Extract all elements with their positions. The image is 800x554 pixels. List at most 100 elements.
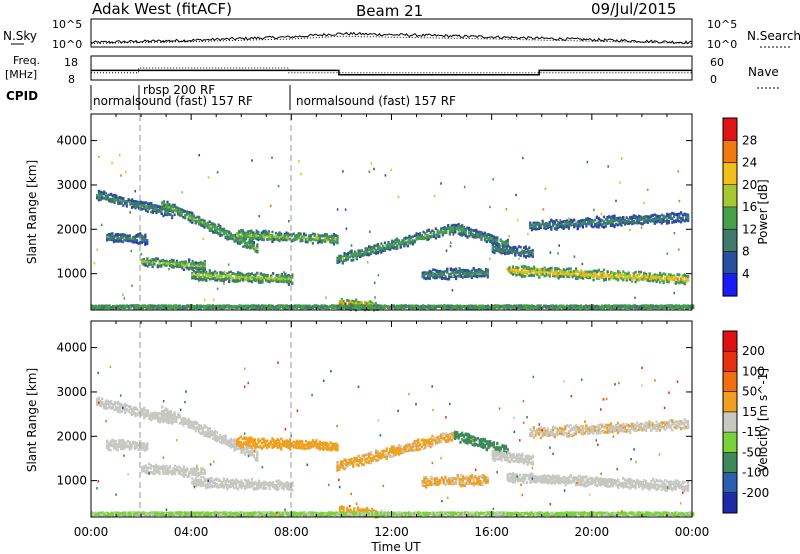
echo-cell — [336, 235, 339, 238]
echo-cell — [254, 249, 257, 253]
echo-cell — [180, 208, 183, 211]
echo-cell — [491, 243, 494, 246]
echo-cell — [243, 234, 246, 238]
echo-cell — [351, 299, 354, 303]
echo-cell — [453, 268, 456, 272]
echo-cell — [151, 261, 154, 264]
echo-cell — [582, 273, 585, 276]
echo-cell — [687, 214, 690, 218]
echo-cell — [531, 223, 534, 227]
echo-cell — [151, 208, 155, 211]
echo-cell — [476, 235, 480, 239]
echo-cell — [669, 217, 672, 221]
echo-cell — [566, 222, 569, 225]
echo-cell — [531, 274, 534, 277]
echo-cell — [194, 216, 197, 220]
echo-cell — [669, 213, 672, 217]
echo-cell — [491, 250, 494, 254]
echo-cell — [447, 275, 451, 279]
echo-cell — [491, 247, 494, 250]
echo-cell — [120, 201, 123, 204]
echo-cell — [428, 272, 431, 275]
echo-cell — [382, 246, 385, 250]
echo-cell — [485, 240, 488, 244]
echo-cell — [536, 222, 539, 226]
echo-cell — [294, 237, 297, 241]
echo-cell — [534, 225, 537, 229]
echo-cell — [271, 230, 274, 234]
echo-cell — [588, 221, 591, 225]
echo-cell — [510, 251, 513, 255]
echo-cell — [167, 213, 170, 216]
echo-cell — [555, 268, 558, 272]
echo-cell — [569, 224, 572, 227]
echo-cell — [171, 207, 174, 211]
echo-cell — [273, 235, 276, 238]
echo-cell — [191, 219, 194, 222]
echo-cell — [156, 257, 159, 261]
echo-cell — [191, 259, 194, 263]
echo-cell — [438, 230, 441, 233]
echo-cell — [590, 270, 593, 274]
echo-cell — [338, 256, 341, 260]
echo-cell — [144, 264, 147, 267]
echo-cell — [125, 205, 128, 208]
echo-cell — [622, 273, 625, 277]
echo-cell — [411, 235, 415, 238]
echo-cell — [131, 198, 134, 201]
echo-cell — [343, 259, 346, 262]
echo-cell — [348, 255, 351, 259]
echo-cell — [364, 302, 367, 305]
echo-cell — [641, 277, 644, 281]
echo-cell — [153, 263, 156, 266]
echo-cell — [462, 270, 465, 273]
echo-cell — [655, 276, 658, 279]
echo-cell — [355, 306, 358, 310]
echo-cell — [469, 274, 472, 278]
echo-cell — [527, 266, 530, 269]
echo-cell — [274, 237, 278, 241]
echo-cell — [208, 224, 211, 227]
freq-right-tick-top: 60 — [710, 56, 724, 69]
echo-cell — [238, 237, 241, 240]
echo-cell — [583, 220, 586, 224]
echo-cell — [646, 221, 649, 224]
echo-cell — [308, 238, 311, 241]
echo-cell — [571, 222, 574, 226]
echo-cell — [604, 224, 607, 228]
echo-cell — [354, 254, 357, 257]
echo-cell — [193, 263, 196, 266]
echo-cell — [557, 222, 560, 225]
echo-cell — [172, 264, 175, 268]
echo-cell — [114, 233, 117, 236]
echo-cell — [630, 219, 634, 223]
echo-cell — [676, 214, 679, 218]
echo-cell — [421, 275, 424, 278]
echo-cell — [446, 271, 449, 274]
echo-cell — [651, 219, 655, 223]
echo-cell — [440, 230, 443, 234]
echo-cell — [632, 216, 635, 220]
echo-cell — [540, 273, 543, 277]
echo-cell — [620, 221, 623, 225]
echo-cell — [440, 276, 444, 279]
echo-cell — [236, 241, 240, 245]
echo-cell — [383, 241, 386, 245]
echo-cell — [606, 220, 609, 223]
echo-cell — [151, 205, 155, 209]
echo-cell — [472, 274, 475, 277]
echo-cell — [683, 282, 686, 286]
echo-cell — [396, 244, 399, 247]
echo-cell — [383, 249, 386, 252]
echo-cell — [259, 280, 262, 283]
echo-cell — [493, 245, 496, 249]
echo-cell — [486, 271, 489, 274]
echo-cell — [238, 234, 241, 237]
echo-cell — [219, 234, 222, 237]
echo-cell — [483, 231, 487, 235]
echo-cell — [568, 270, 571, 274]
echo-cell — [113, 194, 116, 197]
echo-cell — [165, 259, 168, 263]
echo-cell — [538, 224, 541, 228]
echo-cell — [541, 273, 544, 276]
